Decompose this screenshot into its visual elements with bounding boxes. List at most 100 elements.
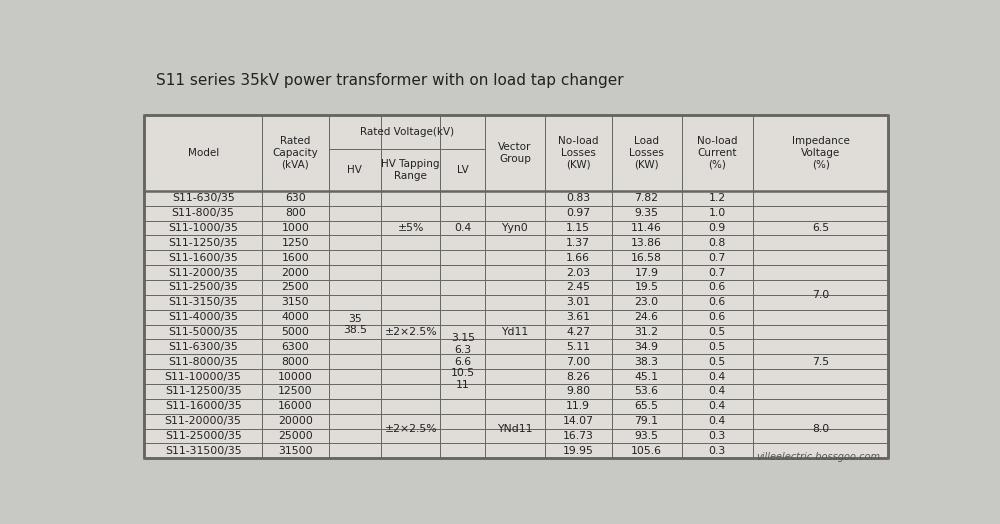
Text: 4000: 4000 xyxy=(281,312,309,322)
Text: S11-20000/35: S11-20000/35 xyxy=(165,416,242,426)
Text: Model: Model xyxy=(188,148,219,158)
Text: 53.6: 53.6 xyxy=(635,386,659,397)
Text: 1.15: 1.15 xyxy=(566,223,590,233)
Text: 20000: 20000 xyxy=(278,416,313,426)
Text: 16000: 16000 xyxy=(278,401,313,411)
Text: 2000: 2000 xyxy=(281,268,309,278)
Text: 2500: 2500 xyxy=(282,282,309,292)
Text: 0.83: 0.83 xyxy=(566,193,590,203)
Text: 3.61: 3.61 xyxy=(566,312,590,322)
Text: 38.3: 38.3 xyxy=(635,357,659,367)
Text: 6300: 6300 xyxy=(282,342,309,352)
Text: S11-630/35: S11-630/35 xyxy=(172,193,235,203)
Bar xyxy=(144,115,888,458)
Text: S11-2500/35: S11-2500/35 xyxy=(168,282,238,292)
Text: S11-3150/35: S11-3150/35 xyxy=(168,297,238,307)
Text: 1.37: 1.37 xyxy=(566,238,590,248)
Text: 11.46: 11.46 xyxy=(631,223,662,233)
Text: 8.0: 8.0 xyxy=(812,423,829,433)
Text: 11.9: 11.9 xyxy=(566,401,590,411)
Text: ±2×2.5%: ±2×2.5% xyxy=(384,423,437,433)
Text: 79.1: 79.1 xyxy=(635,416,659,426)
Text: Yyn0: Yyn0 xyxy=(502,223,528,233)
Text: Rated Voltage(kV): Rated Voltage(kV) xyxy=(360,127,454,137)
Text: 17.9: 17.9 xyxy=(635,268,659,278)
Text: 1600: 1600 xyxy=(282,253,309,263)
Text: Yd11: Yd11 xyxy=(501,327,529,337)
Text: LV: LV xyxy=(457,165,469,175)
Text: 0.4: 0.4 xyxy=(709,372,726,381)
Text: 0.3: 0.3 xyxy=(709,431,726,441)
Text: S11-25000/35: S11-25000/35 xyxy=(165,431,242,441)
Text: 25000: 25000 xyxy=(278,431,313,441)
Text: 23.0: 23.0 xyxy=(635,297,659,307)
Text: 0.5: 0.5 xyxy=(709,327,726,337)
Text: 7.5: 7.5 xyxy=(812,357,829,367)
Text: 7.0: 7.0 xyxy=(812,290,829,300)
Text: 0.4: 0.4 xyxy=(709,401,726,411)
Text: YNd11: YNd11 xyxy=(497,423,533,433)
Text: 16.58: 16.58 xyxy=(631,253,662,263)
Text: 7.00: 7.00 xyxy=(566,357,590,367)
Text: S11-12500/35: S11-12500/35 xyxy=(165,386,241,397)
Text: No-load
Current
(%): No-load Current (%) xyxy=(697,136,738,170)
Text: S11-5000/35: S11-5000/35 xyxy=(168,327,238,337)
Text: villeelectric.bossgoo.com: villeelectric.bossgoo.com xyxy=(757,452,881,462)
Text: S11 series 35kV power transformer with on load tap changer: S11 series 35kV power transformer with o… xyxy=(156,73,624,88)
Text: S11-4000/35: S11-4000/35 xyxy=(168,312,238,322)
Text: Rated
Capacity
(kVA): Rated Capacity (kVA) xyxy=(273,136,318,170)
Text: 800: 800 xyxy=(285,208,306,218)
Text: 16.73: 16.73 xyxy=(563,431,594,441)
Text: 3.15
6.3
6.6
10.5
11: 3.15 6.3 6.6 10.5 11 xyxy=(451,333,475,390)
Text: 0.6: 0.6 xyxy=(709,282,726,292)
Text: 19.5: 19.5 xyxy=(635,282,659,292)
Text: 0.4: 0.4 xyxy=(454,223,471,233)
Text: Vector
Group: Vector Group xyxy=(498,142,532,164)
Text: 2.03: 2.03 xyxy=(566,268,590,278)
Text: 93.5: 93.5 xyxy=(635,431,659,441)
Text: 45.1: 45.1 xyxy=(635,372,659,381)
Text: 10000: 10000 xyxy=(278,372,313,381)
Text: ±2×2.5%: ±2×2.5% xyxy=(384,327,437,337)
Text: S11-1000/35: S11-1000/35 xyxy=(168,223,238,233)
Text: Load
Losses
(KW): Load Losses (KW) xyxy=(629,136,664,170)
Text: 24.6: 24.6 xyxy=(635,312,659,322)
Text: 7.82: 7.82 xyxy=(635,193,659,203)
Text: 0.9: 0.9 xyxy=(709,223,726,233)
Text: 14.07: 14.07 xyxy=(563,416,594,426)
Text: 1.2: 1.2 xyxy=(709,193,726,203)
Text: S11-10000/35: S11-10000/35 xyxy=(165,372,242,381)
Text: 2.45: 2.45 xyxy=(566,282,590,292)
Text: ±5%: ±5% xyxy=(398,223,424,233)
Text: 65.5: 65.5 xyxy=(635,401,659,411)
Text: S11-8000/35: S11-8000/35 xyxy=(168,357,238,367)
Text: 3150: 3150 xyxy=(282,297,309,307)
Text: 0.8: 0.8 xyxy=(709,238,726,248)
Text: 0.3: 0.3 xyxy=(709,446,726,456)
Text: 105.6: 105.6 xyxy=(631,446,662,456)
Text: 0.7: 0.7 xyxy=(709,268,726,278)
Text: 34.9: 34.9 xyxy=(635,342,659,352)
Text: S11-31500/35: S11-31500/35 xyxy=(165,446,241,456)
Text: 35
38.5: 35 38.5 xyxy=(343,314,367,335)
Text: 6.5: 6.5 xyxy=(812,223,829,233)
Text: No-load
Losses
(KW): No-load Losses (KW) xyxy=(558,136,598,170)
Text: 5000: 5000 xyxy=(281,327,309,337)
Text: S11-800/35: S11-800/35 xyxy=(172,208,235,218)
Text: 0.4: 0.4 xyxy=(709,416,726,426)
Text: 1.0: 1.0 xyxy=(709,208,726,218)
Text: 8000: 8000 xyxy=(281,357,309,367)
Text: S11-1250/35: S11-1250/35 xyxy=(168,238,238,248)
Text: 0.5: 0.5 xyxy=(709,342,726,352)
Text: 4.27: 4.27 xyxy=(566,327,590,337)
Text: 1250: 1250 xyxy=(282,238,309,248)
Text: 1000: 1000 xyxy=(281,223,309,233)
Text: 5.11: 5.11 xyxy=(566,342,590,352)
Text: S11-6300/35: S11-6300/35 xyxy=(168,342,238,352)
Text: 9.35: 9.35 xyxy=(635,208,659,218)
Text: 13.86: 13.86 xyxy=(631,238,662,248)
Text: S11-16000/35: S11-16000/35 xyxy=(165,401,242,411)
Text: Impedance
Voltage
(%): Impedance Voltage (%) xyxy=(792,136,850,170)
Text: 0.4: 0.4 xyxy=(709,386,726,397)
Text: 1.66: 1.66 xyxy=(566,253,590,263)
